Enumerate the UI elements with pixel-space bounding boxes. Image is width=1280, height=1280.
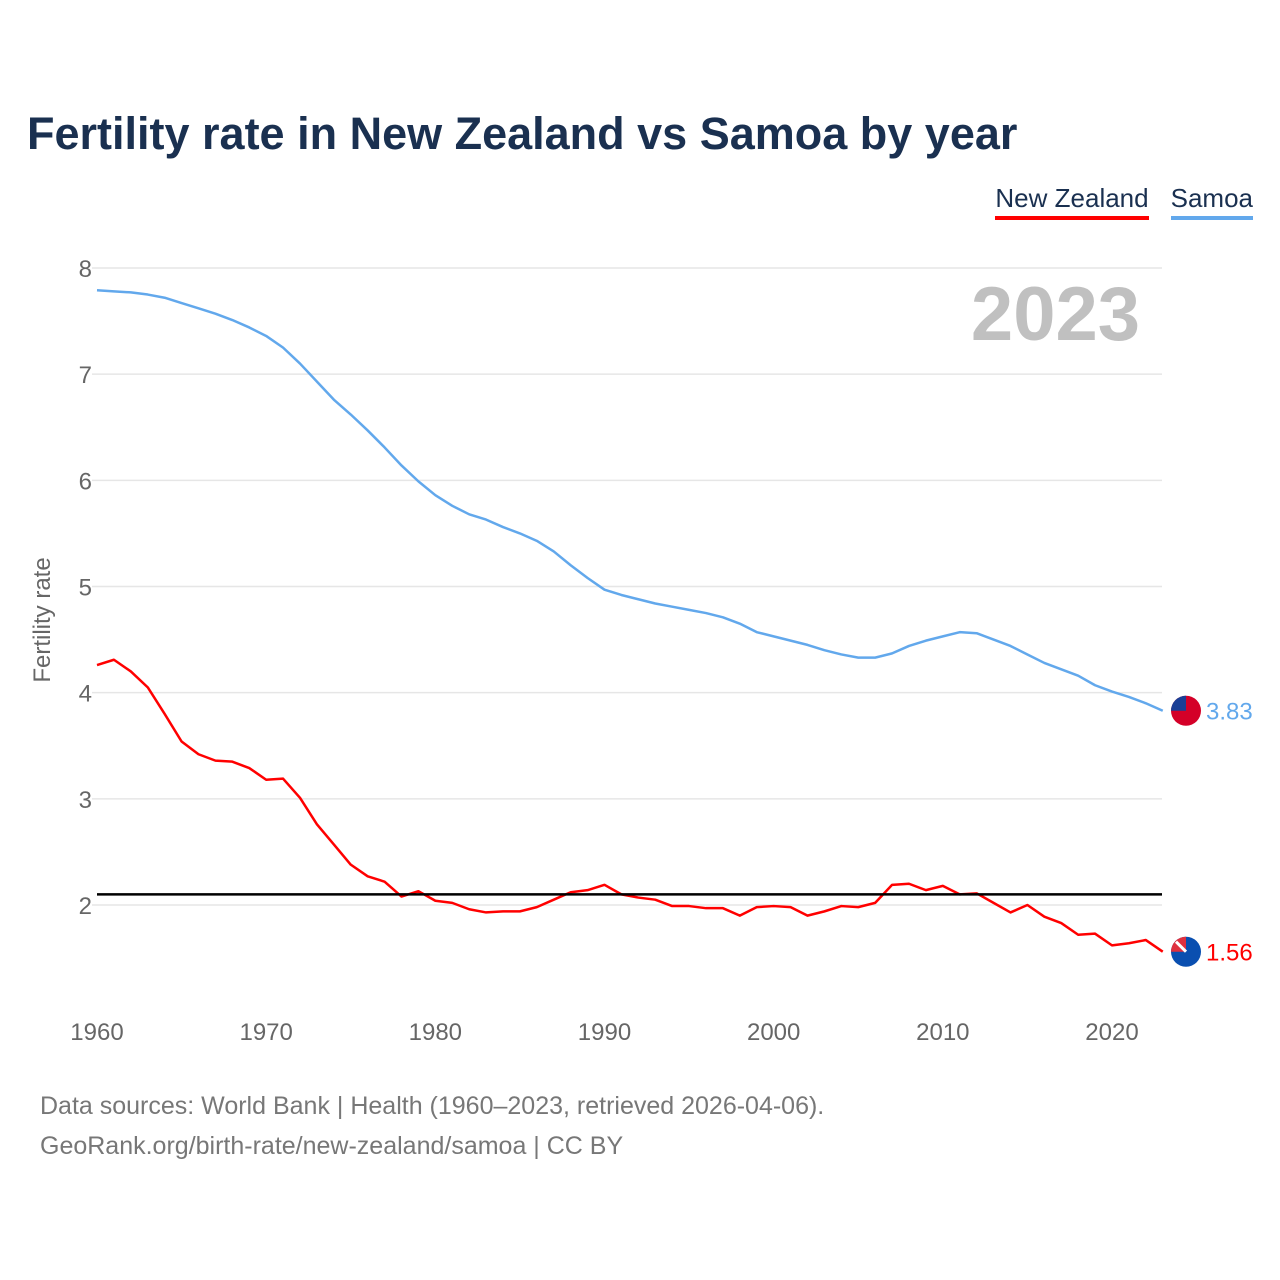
samoa-flag-canton [1171,695,1186,711]
x-tick-label: 1990 [578,1019,631,1046]
footer: Data sources: World Bank | Health (1960–… [40,1086,824,1166]
legend: New Zealand Samoa [995,183,1253,220]
new-zealand-flag-union [1174,940,1188,953]
x-tick-label: 1960 [70,1019,123,1046]
legend-new-zealand[interactable]: New Zealand [995,183,1149,220]
x-tick-label: 2020 [1085,1019,1138,1046]
x-tick-label: 2000 [747,1019,800,1046]
end-value-label: 1.56 [1206,940,1253,967]
x-tick-label: 1970 [239,1019,292,1046]
source-link[interactable]: GeoRank.org/birth-rate/new-zealand/samoa… [40,1132,624,1160]
y-tick-label: 8 [79,256,92,283]
y-tick-label: 6 [79,468,92,495]
data-source: Data sources: World Bank | Health (1960–… [40,1092,825,1120]
y-axis-label: Fertility rate [29,557,56,682]
legend-samoa[interactable]: Samoa [1170,183,1253,220]
chart-title: Fertility rate in New Zealand vs Samoa b… [27,108,1018,159]
y-tick-label: 2 [79,893,92,920]
x-tick-label: 1980 [409,1019,462,1046]
x-tick-label: 2010 [916,1019,969,1046]
year-label: 2023 [971,272,1140,357]
series-line-samoa [96,289,1164,712]
end-value-label: 3.83 [1206,699,1253,726]
y-tick-label: 5 [79,575,92,602]
y-tick-label: 4 [79,681,92,708]
series-line-new-zealand [96,658,1164,953]
y-tick-label: 3 [79,787,92,814]
y-tick-label: 7 [79,362,92,389]
